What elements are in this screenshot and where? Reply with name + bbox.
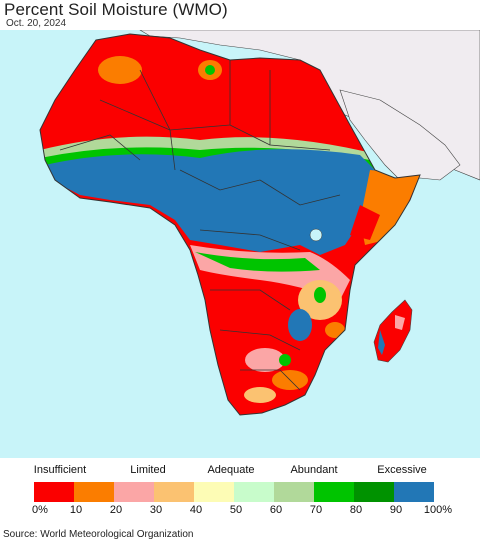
legend-tick: 20 xyxy=(109,504,123,516)
madagascar xyxy=(373,299,413,363)
land-arabia xyxy=(339,89,461,181)
legend-swatch-60-70 xyxy=(274,482,314,502)
legend-tick: 30 xyxy=(149,504,163,516)
map-date: Oct. 20, 2024 xyxy=(6,18,67,29)
legend-category-insufficient: Insufficient xyxy=(33,464,87,476)
legend-tick: 50 xyxy=(229,504,243,516)
legend-swatch-50-60 xyxy=(234,482,274,502)
legend-category-excessive: Excessive xyxy=(377,464,427,476)
soil-moisture-map xyxy=(0,30,480,458)
legend-tick: 70 xyxy=(309,504,323,516)
legend-tick: 40 xyxy=(189,504,203,516)
lake-victoria xyxy=(309,228,323,242)
legend-category-adequate: Adequate xyxy=(207,464,255,476)
legend-tick: 100% xyxy=(423,504,453,516)
map-title: Percent Soil Moisture (WMO) xyxy=(4,0,228,19)
legend-tick: 10 xyxy=(69,504,83,516)
legend-swatch-20-30 xyxy=(114,482,154,502)
legend: Insufficient Limited Adequate Abundant E… xyxy=(0,460,480,522)
wet-region xyxy=(45,149,385,255)
legend-color-bar xyxy=(34,482,434,502)
legend-swatch-40-50 xyxy=(194,482,234,502)
source-credit: Source: World Meteorological Organizatio… xyxy=(3,529,194,540)
legend-swatch-10-20 xyxy=(74,482,114,502)
legend-tick: 80 xyxy=(349,504,363,516)
legend-swatch-80-90 xyxy=(354,482,394,502)
legend-swatch-0-10 xyxy=(34,482,74,502)
legend-tick: 0% xyxy=(32,504,48,516)
legend-tick: 60 xyxy=(269,504,283,516)
legend-tick: 90 xyxy=(389,504,403,516)
legend-category-abundant: Abundant xyxy=(290,464,338,476)
legend-category-limited: Limited xyxy=(130,464,166,476)
legend-swatch-30-40 xyxy=(154,482,194,502)
legend-swatch-70-80 xyxy=(314,482,354,502)
legend-swatch-90-100 xyxy=(394,482,434,502)
country-borders xyxy=(39,33,421,416)
